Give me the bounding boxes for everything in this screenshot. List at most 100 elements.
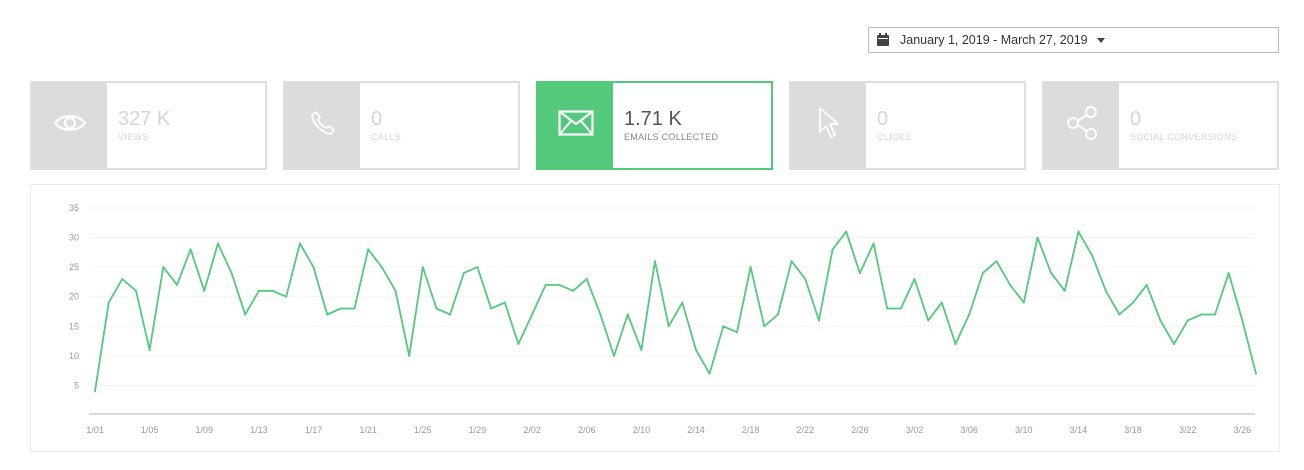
metric-label: VIEWS [118,132,149,142]
data-point [1159,319,1162,322]
x-tick-label: 2/10 [633,425,651,435]
data-point [940,301,943,304]
data-point [613,354,616,357]
data-point [858,272,861,275]
icon-box [285,83,360,168]
data-point [244,313,247,316]
metric-value: 0 [1130,108,1142,130]
x-tick-label: 3/14 [1070,425,1088,435]
phone-icon [310,110,336,141]
data-point [285,295,288,298]
data-point [722,325,725,328]
data-point [189,248,192,251]
metric-label: EMAILS COLLECTED [624,132,719,142]
data-point [1255,372,1257,375]
data-point [462,272,465,275]
data-point [954,343,957,346]
metric-card-emails[interactable]: 1.71 K EMAILS COLLECTED [536,81,773,170]
data-point [394,289,397,292]
y-tick-label: 30 [69,233,79,243]
x-tick-label: 1/09 [196,425,214,435]
y-tick-label: 25 [69,262,79,272]
icon-box [1044,83,1119,168]
y-tick-label: 35 [69,203,79,213]
data-point [1063,289,1066,292]
data-point [735,331,738,334]
data-point [585,277,588,280]
metric-card-clicks[interactable]: 0 CLICKS [789,81,1026,170]
y-tick-label: 20 [69,292,79,302]
data-point [981,272,984,275]
icon-box [538,83,613,168]
data-point [681,301,684,304]
metric-label: SOCIAL CONVERSIONS [1130,132,1238,142]
data-point [121,277,124,280]
data-point [339,307,342,310]
date-range-label: January 1, 2019 - March 27, 2019 [900,33,1088,47]
metric-label: CLICKS [877,132,912,142]
data-point [408,354,411,357]
eye-icon [53,112,87,139]
data-point [544,283,547,286]
x-tick-label: 1/05 [141,425,159,435]
metric-card-calls[interactable]: 0 CALLS [283,81,520,170]
data-point [804,277,807,280]
metric-card-social[interactable]: 0 SOCIAL CONVERSIONS [1042,81,1279,170]
chevron-down-icon[interactable] [1096,37,1105,43]
y-tick-label: 10 [69,351,79,361]
data-point [968,313,971,316]
data-point [271,289,274,292]
data-point [1173,343,1176,346]
data-point [599,313,602,316]
data-point [1077,230,1080,233]
x-tick-label: 2/18 [742,425,760,435]
data-point [708,372,711,375]
x-tick-label: 1/29 [469,425,487,435]
date-range-picker[interactable]: January 1, 2019 - March 27, 2019 [868,27,1279,53]
data-point [654,260,657,263]
x-tick-label: 2/14 [687,425,705,435]
data-point [94,390,96,393]
data-point [503,301,506,304]
metric-card-views[interactable]: 327 K VIEWS [30,81,267,170]
data-point [1009,283,1012,286]
icon-box [32,83,107,168]
data-point [1145,283,1148,286]
data-point [107,301,110,304]
data-point [1214,313,1217,316]
metric-value: 0 [371,108,383,130]
metric-value: 0 [877,108,889,130]
emails-line-chart: 5 10 15 20 25 30 35 1/01 1/05 1/09 1/13 1/17 1/21 1/2… [30,184,1280,452]
data-point [257,289,260,292]
calendar-icon [877,33,891,47]
data-point [380,266,383,269]
x-tick-label: 3/26 [1234,425,1252,435]
x-tick-label: 1/21 [359,425,377,435]
data-point [558,283,561,286]
data-point [872,242,875,245]
data-point [1050,272,1053,275]
data-point [572,289,575,292]
data-point [831,248,834,251]
metric-value: 1.71 K [624,108,682,130]
x-tick-label: 1/25 [414,425,432,435]
data-point [749,266,752,269]
data-point [216,242,219,245]
y-tick-label: 15 [69,321,79,331]
data-point [1036,236,1039,239]
data-point [367,248,370,251]
data-point [421,266,424,269]
data-point [162,266,165,269]
data-point [913,277,916,280]
data-point [175,283,178,286]
data-point [776,313,779,316]
data-point [927,319,930,322]
data-point [1118,313,1121,316]
series-line [94,230,1257,392]
data-point [449,313,452,316]
data-point [435,307,438,310]
data-point [298,242,301,245]
data-point [694,348,697,351]
data-point [899,307,902,310]
data-point [490,307,493,310]
